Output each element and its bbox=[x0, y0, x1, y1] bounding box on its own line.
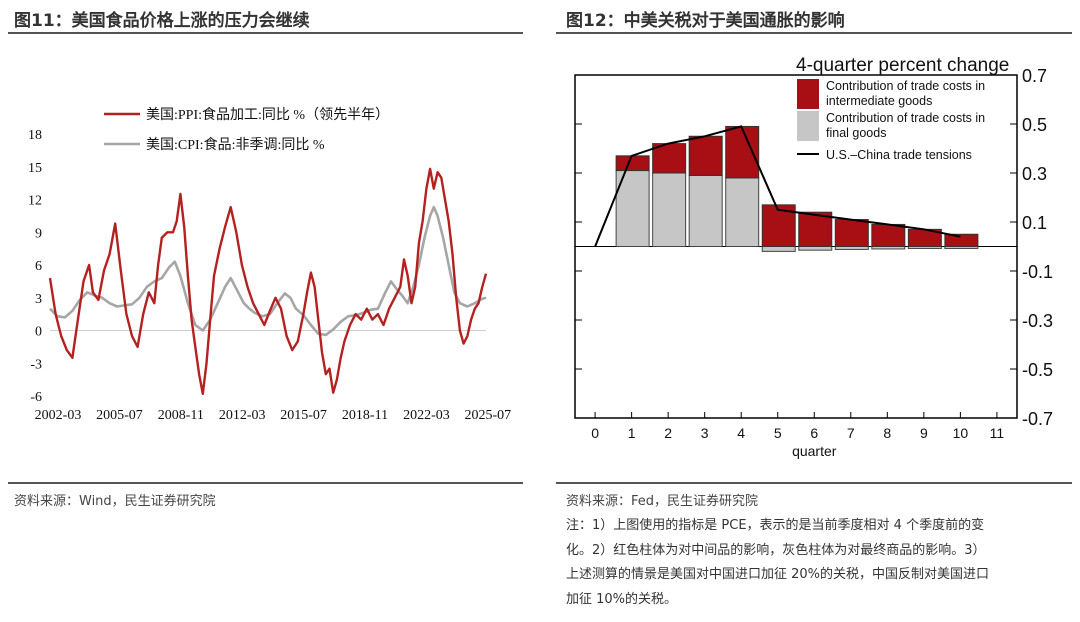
x-tick-label: 2008-11 bbox=[158, 408, 204, 423]
trade-tensions-line bbox=[594, 125, 961, 247]
x-tick-label: 9 bbox=[920, 425, 928, 441]
y-tick-label: 0.1 bbox=[1022, 213, 1047, 233]
right-source-rule bbox=[556, 482, 1072, 484]
bar-intermediate-goods bbox=[834, 219, 869, 248]
x-tick-label: 2018-11 bbox=[342, 408, 388, 423]
ppi-cpi-food-line-chart: -6 -3 0 3 6 9 12 15 18 2002-03 2005-07 2008-11 2012-… bbox=[28, 106, 511, 423]
legend-label-final-1: Contribution of trade costs in bbox=[826, 111, 985, 125]
right-source-text: 资料来源：Fed，民生证券研究院 bbox=[566, 494, 759, 509]
y-tick-label: 9 bbox=[35, 226, 42, 241]
x-tick-label: 4 bbox=[737, 425, 745, 441]
y-tick-label: -6 bbox=[30, 390, 42, 405]
legend-label-line: U.S.–China trade tensions bbox=[826, 148, 972, 162]
x-tick-label: 2015-07 bbox=[280, 408, 327, 423]
right-note: 注：1）上图使用的指标是 PCE，表示的是当前季度相对 4 个季度前的变 化。2… bbox=[566, 514, 1072, 612]
left-source-rule bbox=[8, 482, 523, 484]
note-line-3: 上述测算的情景是美国对中国进口加征 20%的关税，中国反制对美国进口 bbox=[566, 567, 990, 582]
x-tick-label: 0 bbox=[591, 425, 599, 441]
y-tick-label: -0.3 bbox=[1022, 311, 1053, 331]
tariff-inflation-bar-chart: -0.7 -0.5 -0.3 -0.1 0.1 0.3 0.5 0.7 0 1 2 3 4 5 6 7 8 9 10… bbox=[574, 55, 1053, 459]
x-tick-label: 10 bbox=[953, 425, 969, 441]
left-panel-title: 图11：美国食品价格上涨的压力会继续 bbox=[14, 11, 310, 31]
y-tick-label: -0.1 bbox=[1022, 262, 1053, 282]
legend-label-intermediate-2: intermediate goods bbox=[826, 94, 932, 108]
x-axis-label: quarter bbox=[792, 443, 837, 459]
y-tick-label: 18 bbox=[28, 128, 42, 143]
y-tick-label: 15 bbox=[28, 161, 42, 176]
y-tick-label: 0.7 bbox=[1022, 66, 1047, 86]
legend-background bbox=[796, 76, 1010, 168]
x-tick-label: 8 bbox=[883, 425, 891, 441]
x-tick-label: 2012-03 bbox=[219, 408, 266, 423]
x-tick-label: 7 bbox=[847, 425, 855, 441]
legend-label-intermediate-1: Contribution of trade costs in bbox=[826, 79, 985, 93]
x-tick-label: 6 bbox=[810, 425, 818, 441]
y-tick-label: -0.5 bbox=[1022, 360, 1053, 380]
ppi-food-series-line bbox=[48, 167, 488, 395]
x-tick-label: 2 bbox=[664, 425, 672, 441]
bar-final-goods bbox=[761, 246, 796, 252]
y-tick-label: 0 bbox=[35, 325, 42, 340]
x-tick-label: 5 bbox=[774, 425, 782, 441]
bar-intermediate-goods bbox=[944, 233, 979, 247]
x-tick-label: 1 bbox=[628, 425, 636, 441]
bar-final-goods bbox=[652, 172, 687, 247]
x-tick-label: 2025-07 bbox=[464, 408, 511, 423]
bar-intermediate-goods bbox=[871, 223, 906, 247]
bar-final-goods bbox=[798, 246, 833, 251]
x-tick-label: 2002-03 bbox=[35, 408, 82, 423]
x-tick-label: 3 bbox=[701, 425, 709, 441]
x-tick-label: 11 bbox=[990, 425, 1005, 441]
y-tick-label: 12 bbox=[28, 194, 42, 209]
left-title-rule bbox=[8, 32, 523, 34]
y-tick-label: -0.7 bbox=[1022, 409, 1053, 429]
right-title-rule bbox=[556, 32, 1072, 34]
bar-final-goods bbox=[688, 174, 723, 247]
chart-title: 4-quarter percent change bbox=[796, 55, 1009, 76]
bar-final-goods bbox=[725, 177, 760, 247]
legend-swatch-intermediate bbox=[797, 79, 819, 109]
cpi-food-series-line bbox=[49, 205, 487, 337]
y-tick-label: 6 bbox=[35, 259, 42, 274]
bar-intermediate-goods bbox=[798, 211, 833, 247]
right-panel-title: 图12：中美关税对于美国通胀的影响 bbox=[566, 11, 845, 31]
legend-swatch-final bbox=[797, 111, 819, 141]
bar-intermediate-goods bbox=[615, 155, 650, 172]
y-tick-label: 0.5 bbox=[1022, 115, 1047, 135]
legend-label-ppi: 美国:PPI:食品加工:同比 %（领先半年） bbox=[146, 106, 389, 123]
y-tick-label: 3 bbox=[35, 292, 42, 307]
x-tick-label: 2005-07 bbox=[96, 408, 143, 423]
bar-intermediate-goods bbox=[688, 135, 723, 176]
y-tick-label: -3 bbox=[30, 357, 42, 372]
legend-label-cpi: 美国:CPI:食品:非季调:同比 % bbox=[146, 136, 325, 153]
note-line-4: 加征 10%的关税。 bbox=[566, 591, 678, 607]
note-line-1: 注：1）上图使用的指标是 PCE，表示的是当前季度相对 4 个季度前的变 bbox=[566, 518, 985, 533]
note-line-2: 化。2）红色柱体为对中间品的影响，灰色柱体为对最终商品的影响。3） bbox=[566, 542, 986, 558]
y-tick-label: 0.3 bbox=[1022, 164, 1047, 184]
bar-intermediate-goods bbox=[725, 125, 760, 179]
x-tick-label: 2022-03 bbox=[403, 408, 450, 423]
legend-label-final-2: final goods bbox=[826, 126, 886, 140]
bar-intermediate-goods bbox=[652, 143, 687, 174]
left-source-text: 资料来源：Wind，民生证券研究院 bbox=[14, 494, 216, 509]
